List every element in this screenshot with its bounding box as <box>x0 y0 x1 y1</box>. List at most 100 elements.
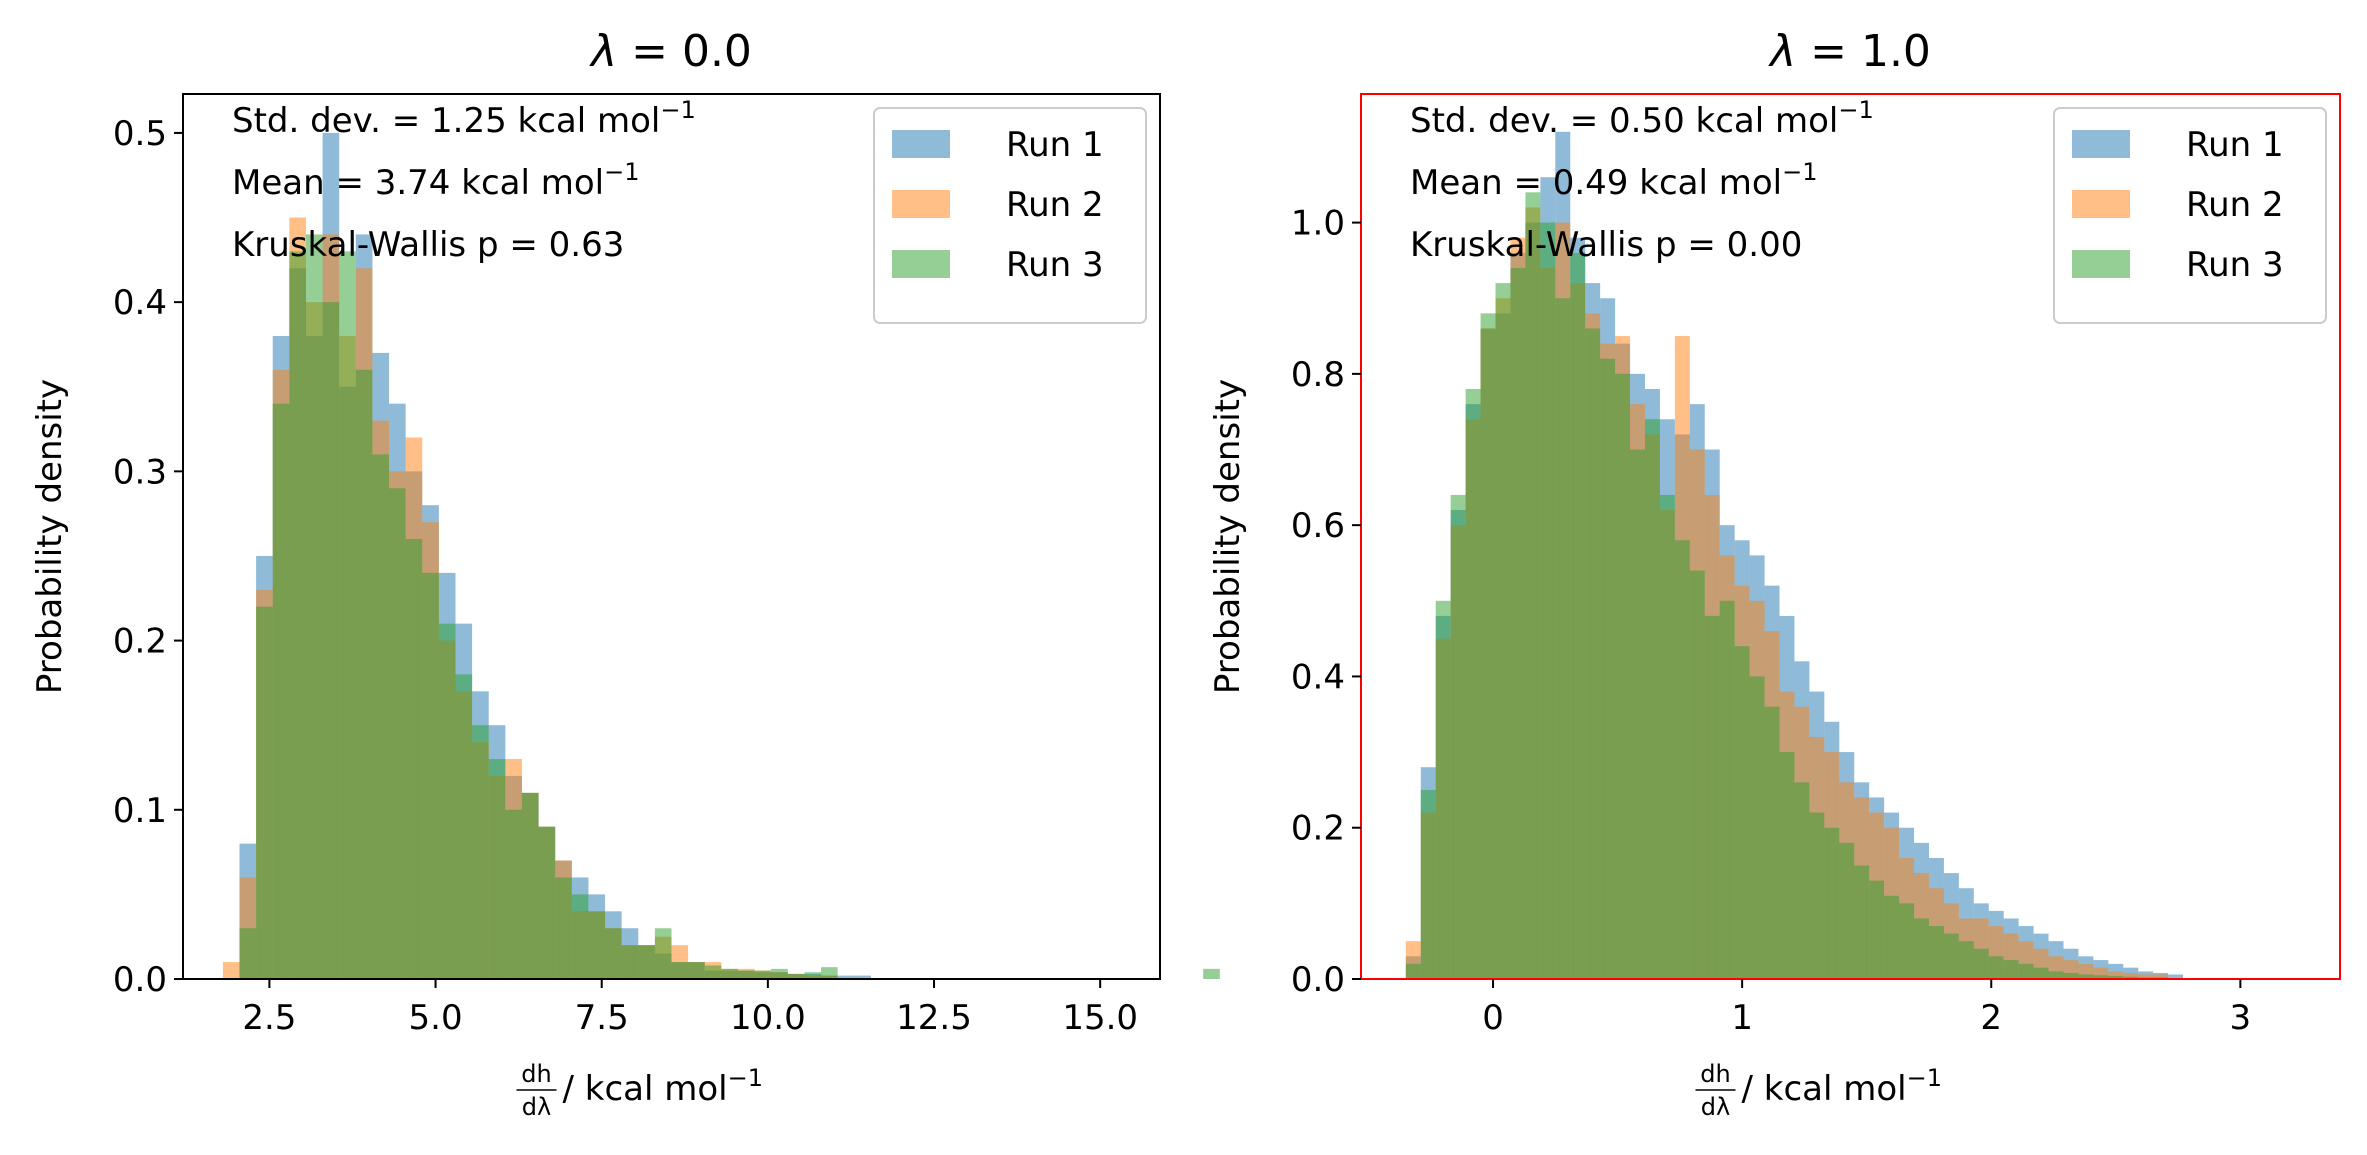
histogram-bar <box>1420 789 1436 979</box>
x-label-fraction-numerator: dh <box>1700 1060 1730 1088</box>
histogram-bar <box>538 826 556 979</box>
histogram-bar <box>2123 976 2139 979</box>
histogram-bar <box>1495 283 1511 980</box>
x-label-unit-exponent: −1 <box>728 1064 763 1092</box>
histogram-bar <box>1480 313 1496 979</box>
stat-exponent: −1 <box>660 96 695 124</box>
legend-entry-label: Run 2 <box>2186 185 2284 225</box>
y-tick-label: 0.6 <box>1291 506 1345 546</box>
panel-title: λ = 1.0 <box>1768 26 1931 77</box>
stat-line: Kruskal-Wallis p = 0.63 <box>232 225 624 265</box>
histogram-bar <box>555 877 572 979</box>
histogram-bar <box>239 928 257 979</box>
histogram-bar <box>1510 267 1526 979</box>
histogram-bar <box>1689 570 1705 979</box>
histogram-bar <box>256 606 273 979</box>
histogram-bar <box>854 975 871 979</box>
histogram-bar <box>1973 948 1989 979</box>
histogram-bar <box>2138 974 2154 979</box>
histogram-bar <box>289 251 306 979</box>
histogram-bars <box>222 132 1220 980</box>
legend-swatch <box>2072 250 2130 278</box>
histogram-bar <box>2048 971 2064 979</box>
stat-line: Mean = 0.49 kcal mol−1 <box>1410 158 1817 203</box>
stat-text: Kruskal-Wallis p = 0.00 <box>1410 225 1802 265</box>
series-run-3 <box>239 234 1220 980</box>
x-tick-label: 7.5 <box>575 998 629 1038</box>
x-label-unit: / kcal mol−1 <box>1742 1064 1943 1109</box>
histogram-bar <box>2123 972 2139 979</box>
title-symbol: λ <box>589 26 617 77</box>
x-tick-label: 2.5 <box>242 998 296 1038</box>
histogram-bars <box>1405 131 2184 980</box>
stat-exponent: −1 <box>1838 96 1873 124</box>
histogram-bar <box>1928 926 1944 979</box>
histogram-bar <box>1435 600 1451 979</box>
x-tick-label: 15.0 <box>1062 998 1138 1038</box>
histogram-bar <box>2108 975 2124 979</box>
legend-swatch <box>892 190 950 218</box>
stat-text: Kruskal-Wallis p = 0.63 <box>232 225 624 265</box>
histogram-bar <box>754 970 772 979</box>
y-tick-label: 0.0 <box>1291 960 1345 1000</box>
x-tick-label: 0 <box>1482 998 1504 1038</box>
histogram-bar <box>2078 974 2094 979</box>
histogram-bar <box>1839 842 1855 979</box>
histogram-bar <box>1854 865 1870 979</box>
stat-text: Mean = 3.74 kcal mol <box>232 163 604 203</box>
histogram-bar <box>688 962 705 979</box>
histogram-bar <box>1570 252 1586 979</box>
stat-line: Mean = 3.74 kcal mol−1 <box>232 158 639 203</box>
legend-entry-label: Run 1 <box>2186 125 2284 165</box>
panel-title: λ = 0.0 <box>589 26 752 77</box>
x-label-unit-exponent: −1 <box>1907 1064 1942 1092</box>
y-tick-label: 0.2 <box>1291 809 1345 849</box>
histogram-bar <box>488 759 506 979</box>
stat-text: Std. dev. = 1.25 kcal mol <box>232 101 660 141</box>
y-tick-label: 0.2 <box>113 622 167 662</box>
x-label-fraction-denominator: dλ <box>522 1093 551 1121</box>
histogram-bar <box>821 967 838 979</box>
title-value: = 1.0 <box>1796 26 1931 77</box>
histogram-bar <box>405 539 423 979</box>
histogram-bar <box>1943 933 1959 979</box>
legend-swatch <box>2072 130 2130 158</box>
histogram-bar <box>472 725 489 979</box>
stat-line: Std. dev. = 0.50 kcal mol−1 <box>1410 96 1874 141</box>
histogram-bar <box>671 962 689 979</box>
histogram-bar <box>2063 972 2079 979</box>
stat-line: Std. dev. = 1.25 kcal mol−1 <box>232 96 696 141</box>
histogram-bar <box>1540 222 1556 980</box>
histogram-bar <box>2033 967 2049 979</box>
histogram-bar <box>1465 389 1481 979</box>
histogram-bar <box>1450 494 1466 979</box>
histogram-bar <box>2153 974 2169 979</box>
histogram-bar <box>1794 782 1810 979</box>
histogram-bar <box>1644 419 1660 979</box>
histogram-bar <box>2018 963 2034 979</box>
x-label-unit-text: / kcal mol <box>1742 1069 1907 1109</box>
histogram-bar <box>2093 967 2109 979</box>
histogram-bar <box>571 894 589 979</box>
histogram-bar <box>422 572 439 979</box>
x-tick-label: 1 <box>1731 998 1753 1038</box>
histogram-bar <box>804 972 822 979</box>
histogram-bar <box>704 965 722 979</box>
histogram-bar <box>1884 895 1900 979</box>
y-tick-label: 0.4 <box>113 283 167 323</box>
histogram-bar <box>2108 971 2124 979</box>
histogram-bar <box>1869 880 1885 979</box>
histogram-bar <box>1615 373 1631 979</box>
y-tick-label: 1.0 <box>1291 204 1345 244</box>
stat-text: Mean = 0.49 kcal mol <box>1410 163 1782 203</box>
y-axis-label: Probability density <box>30 379 70 694</box>
stat-exponent: −1 <box>604 158 639 186</box>
y-tick-label: 0.1 <box>113 791 167 831</box>
histogram-bar <box>372 454 390 980</box>
histogram-bar <box>1899 903 1915 979</box>
histogram-bar <box>355 369 373 980</box>
histogram-bar <box>339 251 356 979</box>
histogram-bar <box>1585 328 1601 979</box>
histogram-bar <box>1203 968 1220 979</box>
